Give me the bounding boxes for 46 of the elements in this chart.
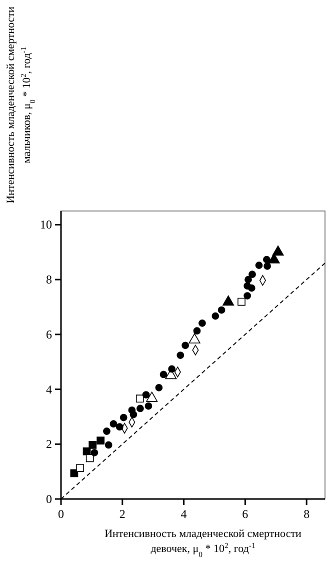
point bbox=[155, 384, 163, 392]
point bbox=[76, 464, 84, 472]
point bbox=[218, 306, 226, 314]
point bbox=[120, 414, 128, 422]
point bbox=[90, 448, 98, 456]
point bbox=[142, 391, 150, 398]
point bbox=[255, 262, 263, 269]
x-tick-label: 0 bbox=[58, 507, 64, 521]
point bbox=[136, 404, 144, 412]
x-tick-label: 2 bbox=[119, 507, 126, 521]
x-axis-title: Интенсивность младенческой смертности девочек, μ$_{0}$ * 10$^{2}$, год$^{-1}$ bbox=[104, 528, 302, 558]
point bbox=[248, 270, 256, 278]
y-tick-label: 10 bbox=[40, 218, 52, 232]
x-tick-label: 4 bbox=[180, 507, 187, 521]
point bbox=[160, 370, 168, 378]
y-tick-label: 8 bbox=[46, 272, 52, 287]
point bbox=[222, 295, 234, 306]
point bbox=[262, 256, 270, 264]
point bbox=[144, 402, 152, 410]
point bbox=[176, 352, 184, 359]
point bbox=[110, 420, 118, 428]
y-tick-label: 0 bbox=[46, 492, 52, 506]
point bbox=[264, 262, 271, 270]
point bbox=[193, 327, 201, 335]
x-tick-label: 8 bbox=[304, 507, 310, 521]
point bbox=[182, 342, 190, 350]
point bbox=[238, 298, 246, 306]
point bbox=[136, 394, 144, 403]
y-tick-label: 6 bbox=[46, 327, 52, 342]
point bbox=[244, 292, 252, 300]
point bbox=[116, 423, 124, 431]
point bbox=[248, 284, 256, 292]
point bbox=[244, 276, 252, 284]
x-tick-label: 6 bbox=[242, 507, 248, 521]
y-tick-label: 2 bbox=[46, 437, 52, 452]
point bbox=[96, 436, 105, 445]
point bbox=[212, 312, 220, 320]
point bbox=[86, 454, 94, 462]
point bbox=[130, 410, 138, 418]
point bbox=[104, 441, 112, 449]
point bbox=[103, 428, 110, 435]
point bbox=[88, 441, 97, 449]
point bbox=[168, 365, 176, 373]
point bbox=[198, 320, 206, 327]
point bbox=[272, 246, 284, 256]
y-tick-label: 4 bbox=[46, 382, 52, 396]
